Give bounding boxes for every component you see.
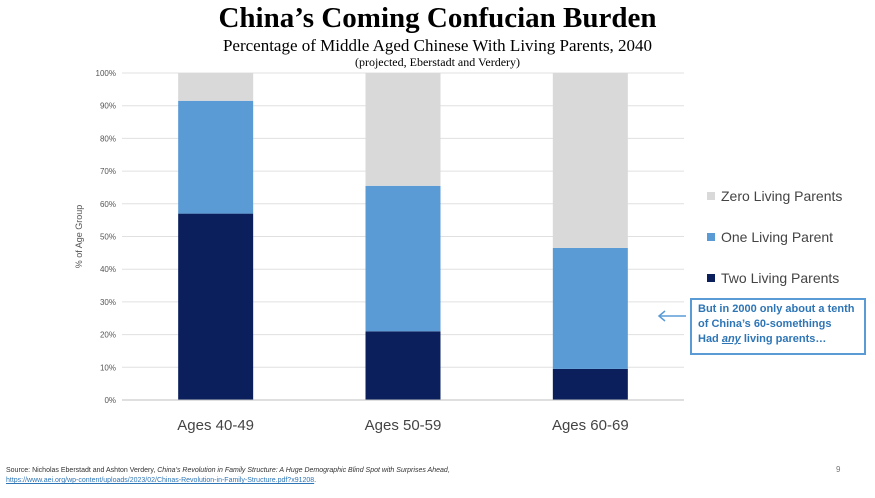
y-tick-label: 50% [100,233,116,242]
legend-item: One Living Parent [707,227,842,247]
bar-segment [178,213,254,400]
legend-item: Two Living Parents [707,268,842,288]
source-separator: , [447,467,450,474]
bar-segment [365,73,441,186]
x-tick-label: Ages 50-59 [365,417,442,434]
source-end: . [314,477,317,484]
legend-item: Zero Living Parents [707,186,842,206]
legend-swatch-two [707,274,715,282]
callout-line: of China’s 60-somethings [698,318,832,330]
y-tick-label: 30% [100,298,116,307]
arrow-left-icon [657,310,686,322]
callout-line: But in 2000 only about a tenth [698,303,855,315]
bar-segment [365,331,441,400]
y-axis-title: % of Age Group [74,205,84,269]
callout-text: living parents… [740,333,827,345]
callout-box: But in 2000 only about a tenth of China’… [690,298,866,355]
y-tick-label: 70% [100,167,116,176]
page-number: 9 [836,465,841,474]
legend-label: One Living Parent [721,229,834,245]
source-prefix: Source: Nicholas Eberstadt and Ashton Ve… [6,467,158,474]
y-tick-label: 0% [104,396,116,405]
legend-swatch-zero [707,192,715,200]
y-tick-label: 100% [96,69,116,78]
source-link[interactable]: https://www.aei.org/wp-content/uploads/2… [6,477,315,484]
legend-label: Zero Living Parents [721,188,843,204]
legend-label: Two Living Parents [721,270,840,286]
legend-swatch-one [707,233,715,241]
y-tick-label: 90% [100,102,116,111]
bar-segment [178,73,254,101]
callout-emphasis: any [721,333,741,345]
source-note: Source: Nicholas Eberstadt and Ashton Ve… [6,466,450,486]
y-tick-label: 80% [100,134,116,143]
x-tick-label: Ages 60-69 [552,417,629,434]
legend: Zero Living Parents One Living Parent Tw… [707,186,842,309]
source-work-title: China’s Revolution in Family Structure: … [157,467,448,474]
x-tick-label: Ages 40-49 [177,417,254,434]
chart-subtitle: Percentage of Middle Aged Chinese With L… [222,36,653,55]
bar-segment [178,100,254,214]
chart-title: China’s Coming Confucian Burden [218,2,657,34]
bar-segment [552,247,628,369]
bar-segment [552,73,628,248]
callout-line: Had any living parents… [698,332,858,347]
y-tick-label: 40% [100,265,116,274]
chart-note: (projected, Eberstadt and Verdery) [354,55,521,69]
y-tick-label: 10% [100,363,116,372]
y-tick-label: 20% [100,331,116,340]
bar-segment [365,185,441,332]
y-tick-label: 60% [100,200,116,209]
callout-text: Had [698,333,722,345]
bar-segment [552,368,628,400]
